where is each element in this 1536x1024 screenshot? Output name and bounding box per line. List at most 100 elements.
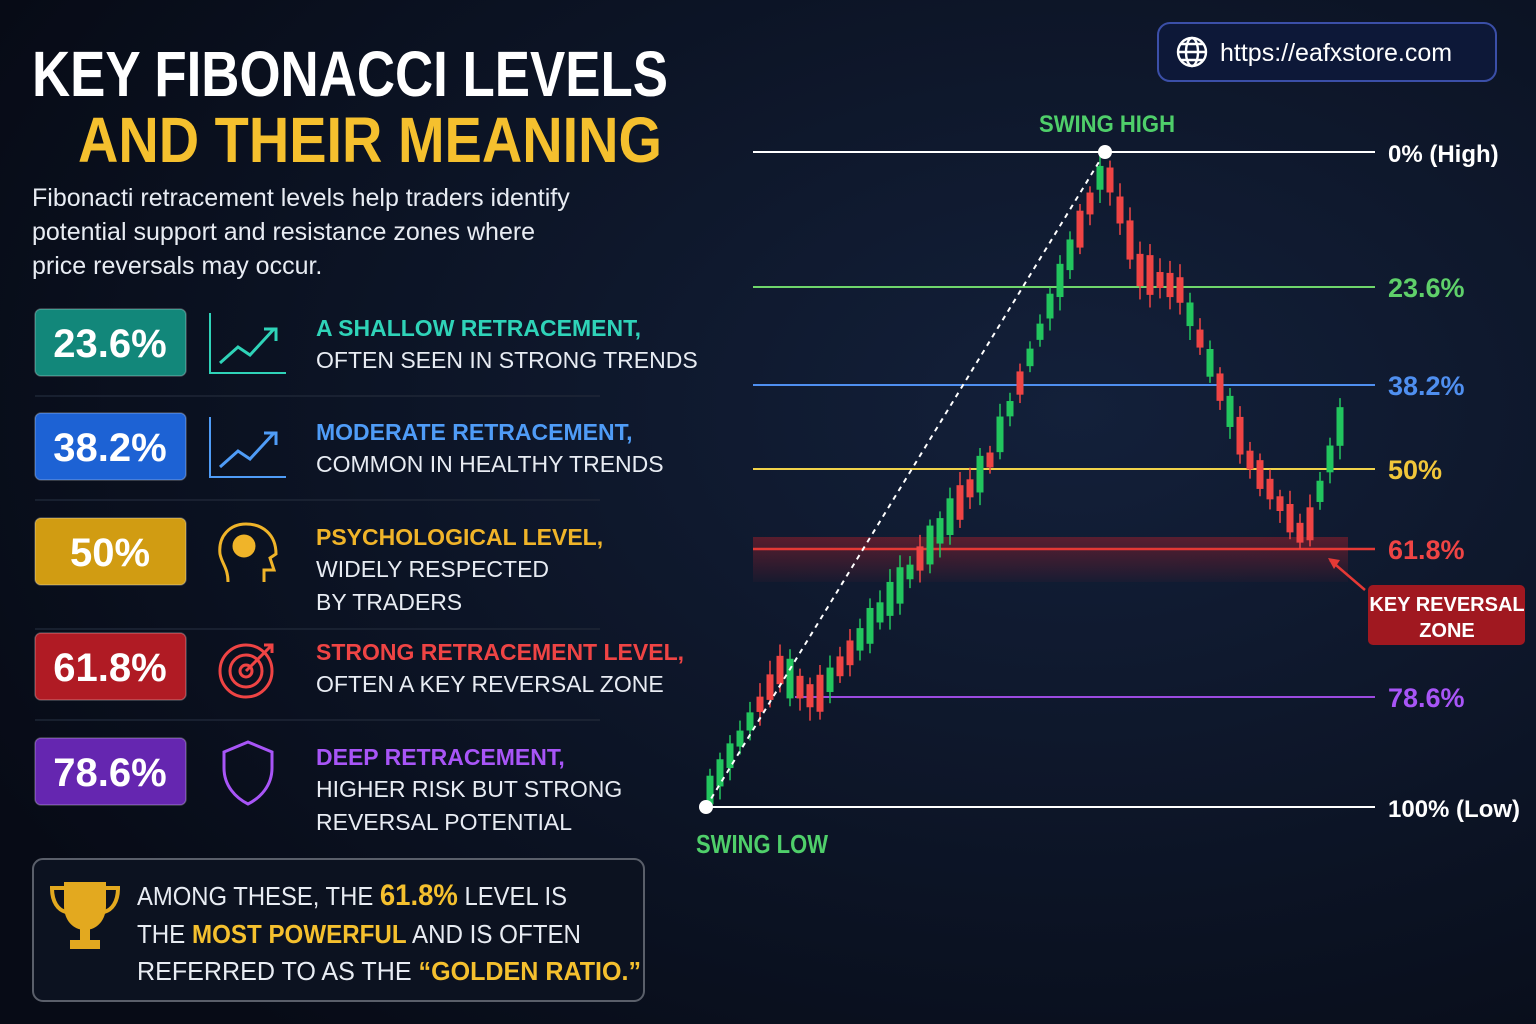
candle-body xyxy=(926,525,934,565)
icon-arrow xyxy=(244,643,274,673)
candle-body xyxy=(1336,407,1344,446)
candle-body xyxy=(1126,220,1134,260)
icon-target xyxy=(238,663,254,679)
candle-body xyxy=(886,581,894,616)
candle-body xyxy=(1006,401,1014,417)
fib-label: 78.6% xyxy=(1388,683,1465,713)
candle-body xyxy=(1206,348,1214,377)
level-badge xyxy=(34,632,187,701)
candle-body xyxy=(1326,445,1334,473)
icon-head xyxy=(218,522,278,583)
candle-body xyxy=(1196,329,1204,348)
candle-body xyxy=(816,674,824,712)
icon-frame xyxy=(209,417,286,478)
candle-body xyxy=(1216,373,1224,401)
fib-label: 61.8% xyxy=(1388,535,1465,565)
level-description: HIGHER RISK BUT STRONG xyxy=(316,776,622,802)
level-headline: A SHALLOW RETRACEMENT, xyxy=(316,315,641,341)
intro: Fibonacti retracement levels help trader… xyxy=(32,184,570,212)
icon-trend xyxy=(219,327,278,365)
trophy-icon xyxy=(49,882,121,949)
candle-body xyxy=(916,546,924,571)
level-description: BY TRADERS xyxy=(316,589,462,615)
candle-body xyxy=(896,567,904,604)
candle-body xyxy=(1036,323,1044,340)
level-headline: DEEP RETRACEMENT, xyxy=(316,744,565,770)
candle-body xyxy=(966,479,974,498)
swing-high-point xyxy=(1098,145,1112,159)
candle-body xyxy=(1026,348,1034,367)
candle-body xyxy=(746,712,754,731)
level-badge-text: 23.6% xyxy=(53,322,166,366)
candle-body xyxy=(956,485,964,520)
icon-target xyxy=(218,643,274,699)
globe-icon xyxy=(1176,36,1208,68)
intro: potential support and resistance zones w… xyxy=(32,218,535,246)
fib-label: 0% (High) xyxy=(1388,141,1499,168)
level-badge xyxy=(34,308,187,377)
level-headline: MODERATE RETRACEMENT, xyxy=(316,419,632,445)
level-icon xyxy=(209,313,286,374)
candle-body xyxy=(1016,371,1024,395)
fib-label: 38.2% xyxy=(1388,371,1465,401)
callout-text: REFERRED TO AS THE xyxy=(137,956,419,986)
level-badge-text: 38.2% xyxy=(53,426,166,470)
callout-text: AMONG THESE, THE xyxy=(137,881,380,911)
swing-line xyxy=(705,151,1106,808)
icon-frame xyxy=(209,313,286,374)
candle-body xyxy=(1166,272,1174,298)
candle-body xyxy=(726,743,734,769)
candle-body xyxy=(1256,460,1264,489)
icon-target xyxy=(228,653,264,689)
swing-low-label: SWING LOW xyxy=(696,829,828,859)
title-line1: KEY FIBONACCI LEVELS xyxy=(32,38,668,110)
level-icon xyxy=(222,740,274,806)
fib-label: 50% xyxy=(1388,455,1442,485)
url-box[interactable] xyxy=(1157,22,1497,82)
callout-text: LEVEL IS xyxy=(458,881,567,911)
url[interactable]: https://eafxstore.com xyxy=(1220,39,1452,67)
zone-label: ZONE xyxy=(1419,620,1475,642)
candle-body xyxy=(986,452,994,468)
level-icon xyxy=(218,522,278,583)
candle-body xyxy=(1276,496,1284,511)
candle-body xyxy=(1176,277,1184,303)
level-description: COMMON IN HEALTHY TRENDS xyxy=(316,451,664,477)
icon-shield xyxy=(222,740,274,806)
zone-label: KEY REVERSAL xyxy=(1369,594,1524,616)
candle-body xyxy=(1096,165,1104,190)
level-badge xyxy=(34,412,187,481)
level-description: OFTEN SEEN IN STRONG TRENDS xyxy=(316,347,698,373)
zone-arrowhead xyxy=(1328,558,1340,569)
candle-body xyxy=(1266,478,1274,500)
candle-body xyxy=(1286,503,1294,533)
candle-body xyxy=(796,675,804,699)
candle-body xyxy=(876,602,884,623)
level-icon xyxy=(218,643,274,699)
candle-body xyxy=(706,775,714,805)
swing-high-label: SWING HIGH xyxy=(1039,111,1175,138)
swing-low-point xyxy=(699,800,713,814)
icon-trend xyxy=(219,431,278,469)
candle-body xyxy=(1156,272,1164,288)
intro: price reversals may occur. xyxy=(32,252,322,280)
candle-body xyxy=(1116,196,1124,224)
candle-body xyxy=(1136,253,1144,287)
candle-body xyxy=(906,564,914,580)
candle-body xyxy=(976,455,984,493)
level-headline: PSYCHOLOGICAL LEVEL, xyxy=(316,524,603,550)
callout-highlight: MOST POWERFUL xyxy=(192,919,407,949)
candle-body xyxy=(936,518,944,544)
candle-body xyxy=(786,658,794,699)
candle-body xyxy=(1296,522,1304,543)
candle-body xyxy=(1046,293,1054,319)
candle-body xyxy=(1316,480,1324,502)
candle-body xyxy=(1086,192,1094,215)
candle-body xyxy=(756,696,764,712)
level-badge-text: 61.8% xyxy=(53,646,166,690)
candle-body xyxy=(1066,239,1074,271)
level-icon xyxy=(209,417,286,478)
candle-body xyxy=(1306,507,1314,541)
title-line2: AND THEIR MEANING xyxy=(78,104,662,176)
